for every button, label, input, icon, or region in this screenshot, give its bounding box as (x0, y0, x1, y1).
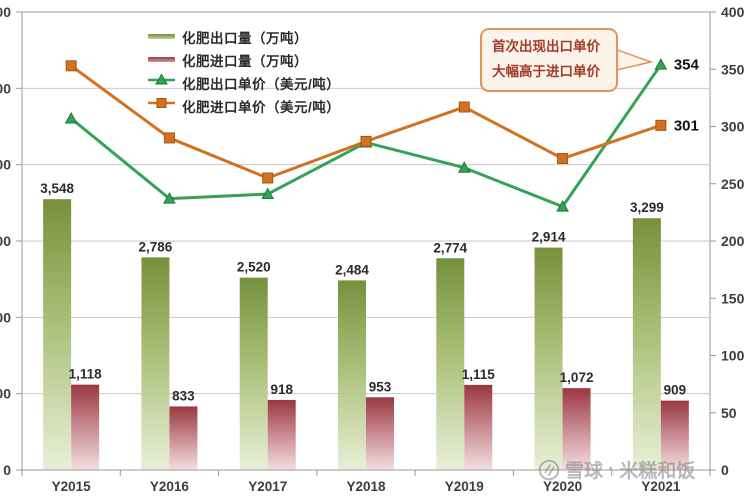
triangle-marker (64, 111, 78, 124)
left-axis-label: 4,000 (0, 157, 11, 173)
square-marker (360, 135, 372, 147)
right-axis-label: 400 (721, 4, 745, 20)
x-axis-label: Y2016 (150, 479, 190, 494)
legend-item-export-volume: 化肥出口量（万吨） (148, 28, 340, 46)
axis-labels: 6,000 5,000 4,000 3,000 2,000 1,000 0 400 350 300… (0, 4, 745, 494)
bar (464, 384, 493, 470)
callout-line1: 首次出现出口单价 (492, 39, 600, 54)
bar-value-label: 1,115 (462, 367, 496, 382)
left-axis-label: 2,000 (0, 309, 11, 325)
bar-value-label: 909 (664, 383, 687, 398)
square-marker (65, 60, 77, 72)
right-axis-label: 0 (721, 462, 729, 478)
bar (43, 199, 72, 471)
legend-item-export-price: 化肥出口单价（美元/吨） (148, 73, 341, 92)
bar-value-label: 953 (369, 379, 392, 394)
right-axis-label: 100 (721, 348, 745, 364)
square-marker (163, 132, 175, 144)
right-axis-label: 350 (721, 61, 745, 77)
bar (169, 406, 198, 470)
legend-label: 化肥出口单价（美元/吨） (182, 76, 341, 92)
line-last-value-label: 354 (674, 57, 700, 74)
right-axis-label: 150 (721, 290, 745, 306)
export-price-swatch-icon (148, 73, 175, 92)
legend: 化肥出口量（万吨） 化肥进口量（万吨） 化肥出口单价（美元/吨） 化肥进口 (148, 28, 340, 120)
bar (436, 258, 465, 470)
bar (267, 399, 296, 470)
left-axis-label: 1,000 (0, 386, 11, 402)
right-axis-label: 200 (721, 233, 745, 249)
legend-item-import-price: 化肥进口单价（美元/吨） (148, 96, 341, 115)
xueqiu-logo-icon (538, 459, 560, 480)
bar-value-label: 1,072 (560, 370, 594, 385)
legend-label: 化肥出口量（万吨） (182, 30, 308, 46)
left-axis-label: 0 (3, 462, 11, 478)
x-axis-label: Y2018 (346, 479, 386, 494)
axes (16, 11, 716, 476)
x-axis-label: Y2015 (52, 479, 92, 494)
triangle-marker (654, 58, 668, 70)
bar (366, 397, 394, 470)
watermark: 雪球 · 米糕和饭 (538, 456, 695, 483)
triangle-marker (163, 192, 176, 204)
bar (338, 280, 366, 470)
bar-series-import-volume (71, 384, 689, 470)
bar-series (43, 199, 689, 471)
bar-value-label: 833 (172, 388, 195, 403)
bar-value-label: 2,786 (139, 239, 173, 254)
watermark-separator: · (608, 458, 615, 480)
bar (660, 400, 689, 470)
bar-value-label: 2,914 (532, 230, 566, 245)
bar (534, 247, 563, 470)
x-axis-label: Y2017 (248, 479, 287, 494)
export-volume-swatch-icon (148, 34, 175, 39)
bar-value-label: 918 (270, 382, 293, 397)
square-marker (262, 172, 274, 184)
triangle-marker (457, 161, 471, 173)
x-axis-label: Y2020 (543, 479, 582, 494)
x-axis-label: Y2021 (641, 479, 681, 494)
right-axis-label: 50 (721, 405, 737, 421)
bar (562, 388, 591, 470)
square-marker (557, 153, 569, 165)
bar (239, 277, 268, 470)
bar-value-label: 2,484 (335, 262, 369, 277)
triangle-marker (261, 187, 275, 200)
left-axis-label: 3,000 (0, 233, 11, 249)
watermark-brand: 雪球 (565, 461, 604, 482)
left-axis-label: 6,000 (0, 4, 11, 20)
callout-line2: 大幅高于进口单价 (492, 63, 600, 79)
legend-label: 化肥进口单价（美元/吨） (182, 99, 341, 115)
bar-value-label: 2,774 (433, 240, 467, 255)
import-price-swatch-icon (148, 96, 175, 115)
left-axis-label: 5,000 (0, 80, 11, 96)
triangle-marker (556, 200, 569, 212)
bar-value-label: 3,548 (40, 181, 74, 196)
line-series-import-price: 301 (65, 60, 699, 184)
right-axis-label: 250 (721, 176, 745, 192)
x-axis-label: Y2019 (445, 479, 484, 494)
legend-item-import-volume: 化肥进口量（万吨） (148, 51, 340, 69)
line-last-value-label: 301 (674, 117, 699, 134)
bar-value-label: 2,520 (237, 260, 271, 275)
gridlines (23, 87, 709, 395)
import-volume-swatch-icon (148, 57, 175, 62)
legend-label: 化肥进口量（万吨） (182, 53, 308, 69)
bar (141, 257, 170, 470)
bar-series-export-volume (43, 199, 661, 471)
right-axis-label: 300 (721, 119, 745, 135)
square-marker (655, 119, 667, 131)
bar-value-label: 1,118 (69, 367, 103, 382)
bar (632, 218, 661, 470)
bar-value-label: 3,299 (630, 200, 664, 215)
square-marker (458, 101, 470, 113)
bar (71, 384, 100, 470)
callout-annotation: 首次出现出口单价 大幅高于进口单价 (480, 28, 618, 92)
watermark-username: 米糕和饭 (619, 461, 696, 482)
